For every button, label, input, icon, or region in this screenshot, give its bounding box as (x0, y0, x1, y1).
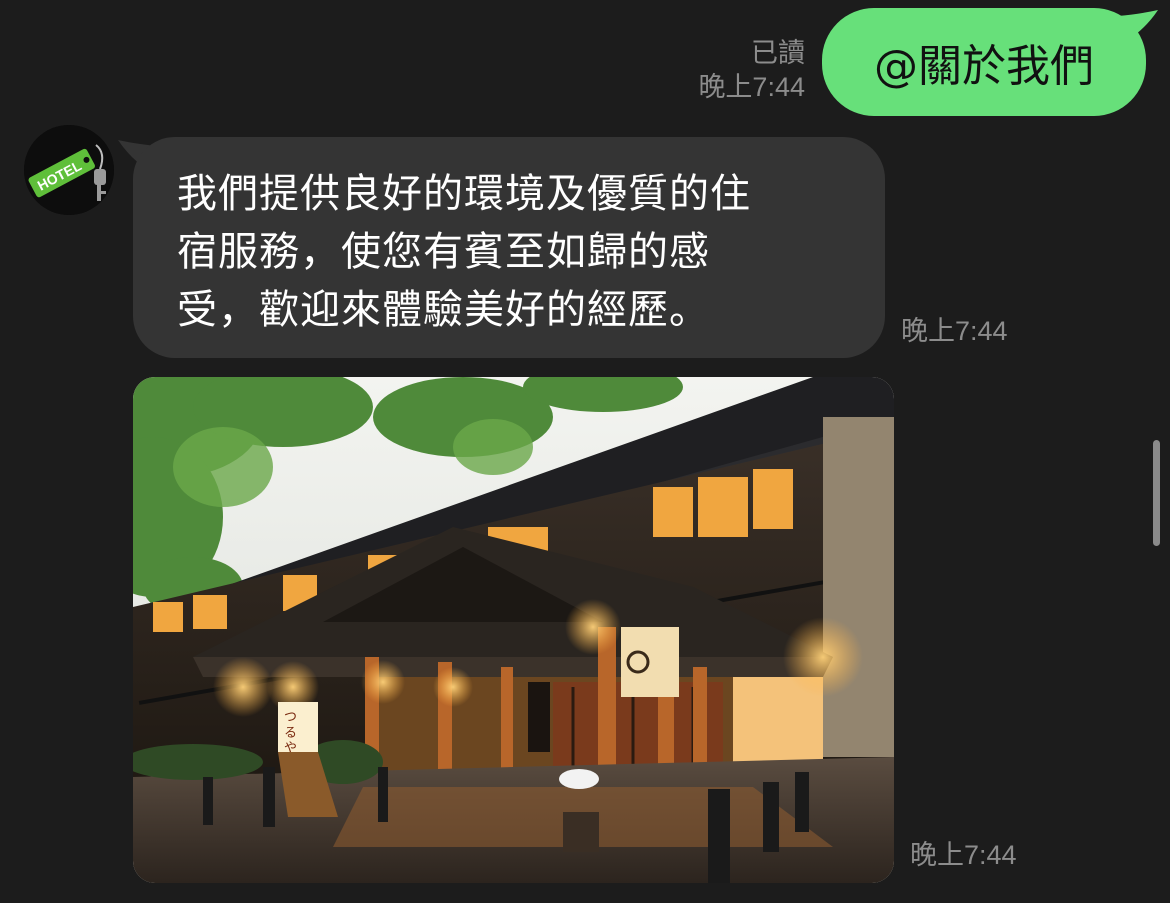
incoming-image-timestamp: 晚上7:44 (910, 838, 1017, 872)
incoming-message-line-2: 宿服務，使您有賓至如歸的感 (177, 223, 855, 281)
scrollbar[interactable] (1153, 440, 1160, 546)
incoming-message-line-3: 受，歡迎來體驗美好的經歷。 (177, 281, 855, 339)
hotel-exterior-image: つ る や (133, 377, 894, 883)
outgoing-timestamp: 晚上7:44 (698, 70, 805, 104)
lantern-sign-char-1: つ (284, 710, 297, 725)
outgoing-message-text: @關於我們 (874, 30, 1094, 94)
incoming-message-bubble[interactable]: 我們提供良好的環境及優質的住 宿服務，使您有賓至如歸的感 受，歡迎來體驗美好的經… (133, 137, 885, 358)
avatar[interactable]: HOTEL (24, 125, 114, 215)
hotel-key-tag-icon: HOTEL (24, 125, 114, 215)
incoming-text-timestamp: 晚上7:44 (901, 314, 1008, 348)
read-receipt: 已讀 (751, 36, 805, 70)
outgoing-message-bubble[interactable]: @關於我們 (822, 8, 1146, 116)
incoming-message-line-1: 我們提供良好的環境及優質的住 (177, 165, 855, 223)
lantern-sign-char-2: る (284, 726, 297, 741)
hotel-photo-message[interactable]: つ る や (133, 377, 894, 883)
